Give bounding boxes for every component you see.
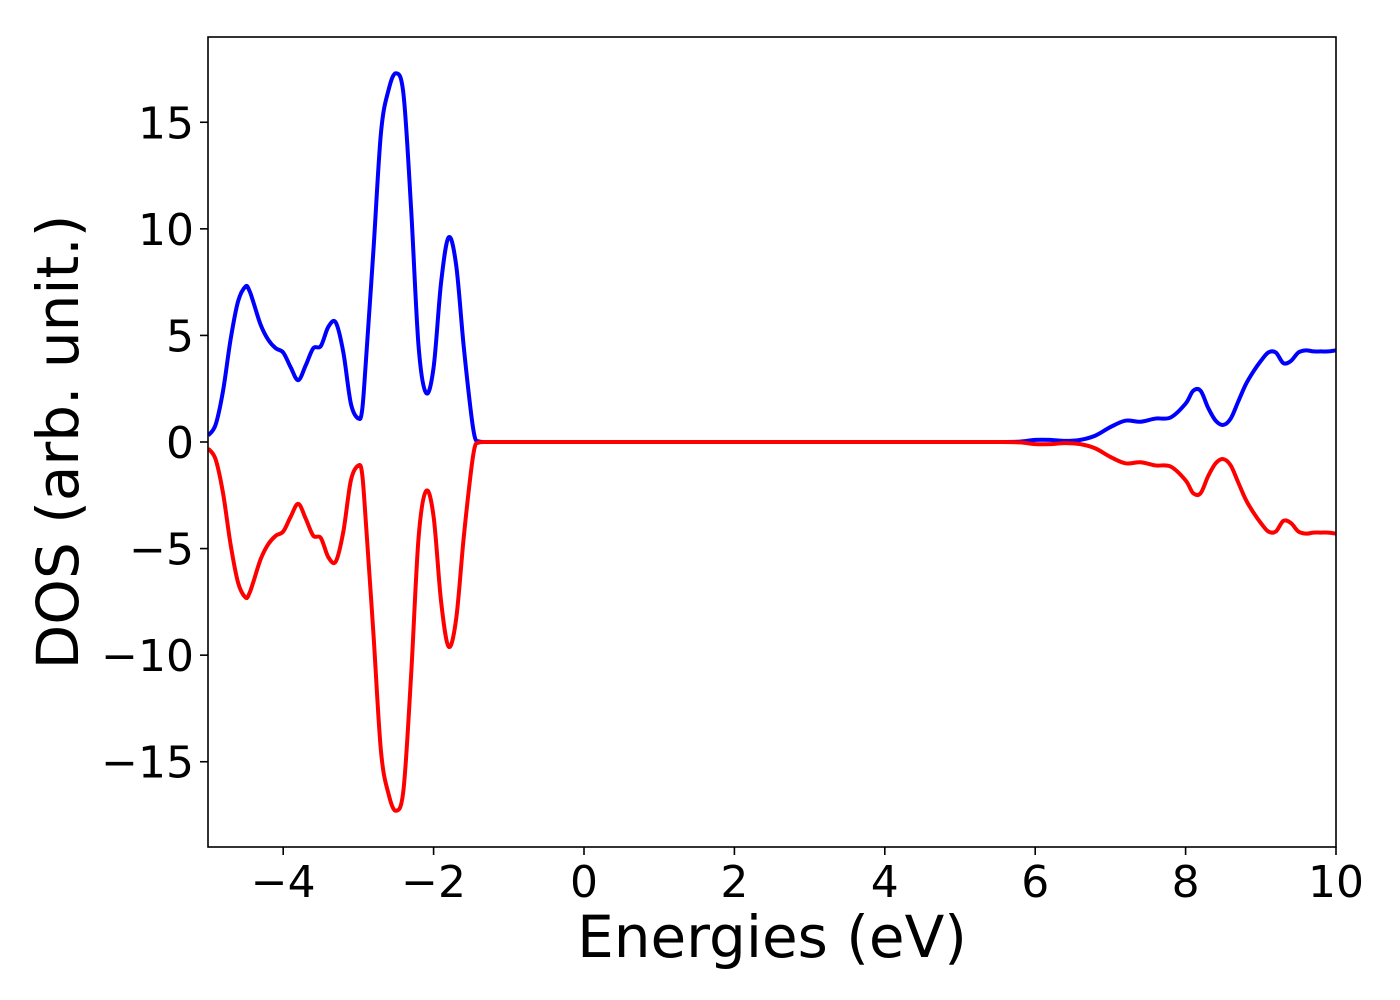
x-tick-label: 8 [1172, 857, 1200, 908]
series-line-red [208, 439, 1336, 813]
x-tick-label: 10 [1308, 857, 1364, 908]
y-axis-title: DOS (arb. unit.) [24, 215, 92, 670]
y-axis: −15 −10 −5 0 5 10 15 [101, 98, 208, 789]
x-tick-label: 4 [871, 857, 899, 908]
x-tick-label: 6 [1021, 857, 1049, 908]
y-tick-label: 5 [166, 311, 194, 362]
y-tick-label: −15 [101, 738, 194, 789]
y-tick-label: 10 [138, 205, 194, 256]
y-tick-label: −10 [101, 631, 194, 682]
series-layer [208, 71, 1336, 813]
y-tick-label: −5 [129, 525, 194, 576]
x-axis-title: Energies (eV) [577, 903, 967, 971]
x-tick-label: −2 [401, 857, 466, 908]
y-tick-label: 0 [166, 418, 194, 469]
x-axis: −4 −2 0 2 4 6 8 10 [251, 847, 1364, 908]
x-tick-label: 0 [570, 857, 598, 908]
x-tick-label: 2 [720, 857, 748, 908]
x-tick-label: −4 [251, 857, 316, 908]
y-tick-label: 15 [138, 98, 194, 149]
